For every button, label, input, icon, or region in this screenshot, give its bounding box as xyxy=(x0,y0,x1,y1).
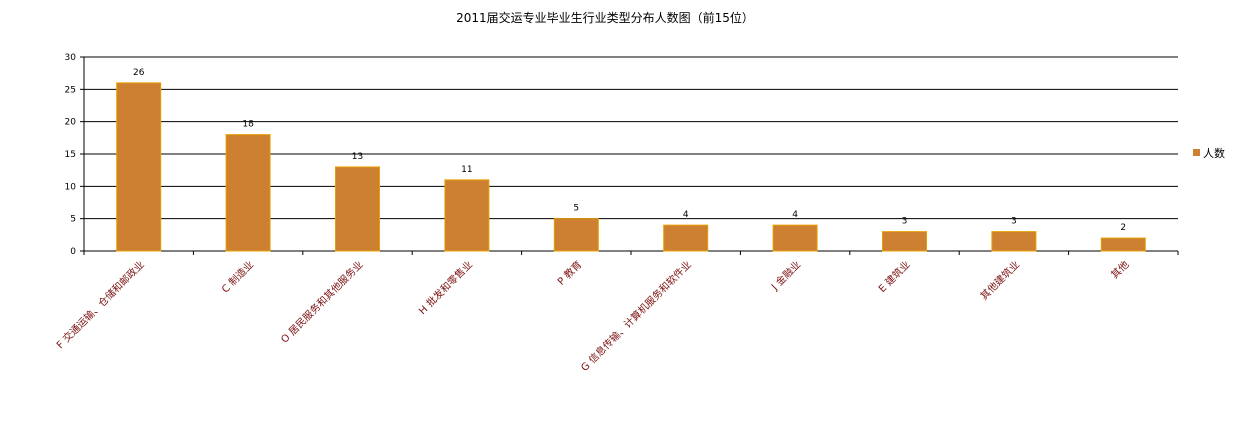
y-axis: 0 5 10 15 20 25 30 xyxy=(65,53,85,257)
category-label: F 交通运输、仓储和邮政业 xyxy=(54,258,147,351)
y-tick-label: 15 xyxy=(65,150,76,160)
y-tick-label: 10 xyxy=(65,182,77,192)
bar xyxy=(444,179,490,252)
bar xyxy=(335,166,380,252)
category-label: G 信息传输、计算机服务和软件业 xyxy=(578,258,694,374)
y-tick-label: 5 xyxy=(70,215,76,225)
data-label: 4 xyxy=(683,210,689,220)
data-label: 3 xyxy=(1011,217,1017,227)
category-label: O 居民服务和其他服务业 xyxy=(278,258,366,346)
data-label: 2 xyxy=(1120,223,1126,233)
data-labels: 26 18 13 11 5 4 4 3 3 2 xyxy=(133,68,1126,233)
data-label: 11 xyxy=(461,165,472,175)
data-label: 3 xyxy=(902,217,908,227)
category-label: E 建筑业 xyxy=(875,258,912,295)
chart-title: 2011届交运专业毕业生行业类型分布人数图（前15位） xyxy=(456,10,754,25)
category-label: H 批发和零售业 xyxy=(416,258,475,317)
y-tick-label: 25 xyxy=(65,85,76,95)
y-tick-label: 0 xyxy=(70,247,76,257)
bar xyxy=(663,224,709,252)
data-label: 18 xyxy=(242,120,254,130)
bar xyxy=(772,224,818,252)
bar xyxy=(882,231,927,252)
legend-label: 人数 xyxy=(1203,147,1225,160)
bar xyxy=(553,218,599,252)
data-label: 4 xyxy=(792,210,798,220)
category-label: 其他建筑业 xyxy=(977,258,1022,303)
category-label: 其他 xyxy=(1108,258,1131,281)
legend: 人数 xyxy=(1193,147,1225,160)
bar xyxy=(1100,237,1146,252)
category-label: P 教育 xyxy=(555,258,585,288)
y-tick-label: 20 xyxy=(65,118,77,128)
legend-swatch xyxy=(1193,149,1200,156)
bar xyxy=(116,82,162,252)
data-label: 26 xyxy=(133,68,145,78)
x-axis: F 交通运输、仓储和邮政业 C 制造业 O 居民服务和其他服务业 H 批发和零售业 P … xyxy=(54,251,1179,374)
y-tick-label: 30 xyxy=(65,53,77,63)
category-label: C 制造业 xyxy=(219,258,257,296)
bar xyxy=(225,134,271,252)
category-label: J 金融业 xyxy=(768,258,803,293)
data-label: 13 xyxy=(352,152,363,162)
bar xyxy=(991,231,1037,252)
bars xyxy=(116,82,1146,252)
data-label: 5 xyxy=(573,204,579,214)
